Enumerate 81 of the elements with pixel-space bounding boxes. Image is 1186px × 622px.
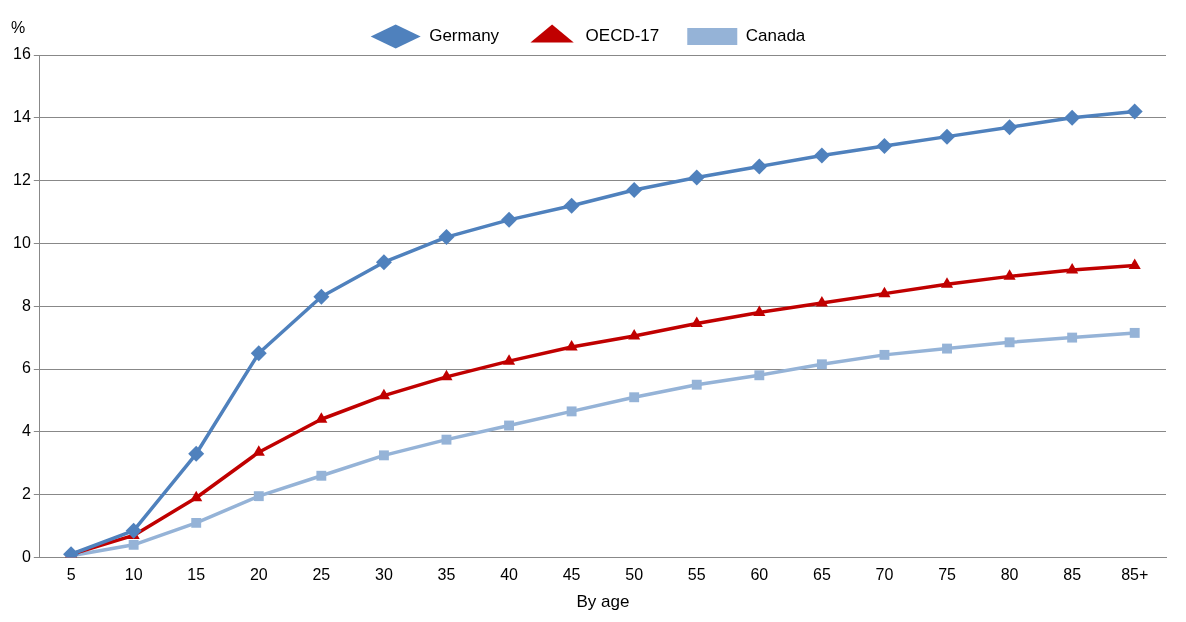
point <box>125 522 142 539</box>
x-tick-label: 25 <box>312 566 331 584</box>
x-tick-label: 35 <box>437 566 456 584</box>
y-axis-title: % <box>10 19 26 37</box>
y-tick-label: 2 <box>21 485 31 503</box>
point <box>691 379 702 390</box>
y-tick-label: 4 <box>21 422 31 440</box>
x-tick-label: 85+ <box>1121 566 1149 584</box>
x-tick-label: 60 <box>750 566 769 584</box>
x-tick-label: 80 <box>1000 566 1019 584</box>
point <box>375 254 392 271</box>
point <box>879 349 890 360</box>
y-tick-label: 12 <box>13 171 31 189</box>
x-tick-label: 20 <box>249 566 268 584</box>
point <box>1126 103 1143 120</box>
point <box>504 420 514 431</box>
y-tick-label: 6 <box>21 359 31 377</box>
legend-label: Germany <box>429 26 500 46</box>
point <box>753 305 766 316</box>
point <box>250 345 267 362</box>
x-tick-label: 75 <box>938 566 957 584</box>
x-tick-label: 10 <box>124 566 143 584</box>
point <box>563 197 580 214</box>
point <box>626 182 643 199</box>
point <box>1003 269 1016 280</box>
point <box>377 388 390 400</box>
point <box>1004 337 1015 348</box>
point <box>188 445 205 462</box>
point <box>816 359 827 370</box>
point <box>878 286 891 298</box>
legend-label: OECD-17 <box>585 26 660 46</box>
point <box>1066 263 1079 274</box>
y-tick-label: 0 <box>21 547 31 565</box>
point <box>754 370 765 381</box>
point <box>440 369 453 381</box>
point <box>565 340 578 351</box>
point <box>501 211 518 228</box>
x-tick-label: 45 <box>562 566 581 584</box>
point <box>1001 119 1018 136</box>
point <box>502 354 516 365</box>
y-tick-label: 16 <box>13 45 31 63</box>
x-tick-label: 85 <box>1063 566 1082 584</box>
point <box>566 406 577 417</box>
point <box>191 517 202 528</box>
point <box>1129 327 1140 338</box>
x-axis-title: By age <box>576 592 630 612</box>
point <box>942 343 952 354</box>
x-tick-label: 30 <box>375 566 393 584</box>
point <box>1064 109 1081 126</box>
point <box>628 329 641 340</box>
point <box>688 169 705 186</box>
point <box>378 450 389 461</box>
point <box>940 277 954 288</box>
point <box>876 138 893 155</box>
point <box>813 147 830 164</box>
x-tick-label: 50 <box>625 566 644 584</box>
point <box>253 491 264 502</box>
point <box>190 490 203 502</box>
point <box>252 445 265 456</box>
x-tick-label: 65 <box>812 566 831 584</box>
legend-label: Canada <box>745 26 806 46</box>
point <box>1128 258 1141 269</box>
y-tick-label: 10 <box>13 233 31 251</box>
y-tick-label: 14 <box>13 108 31 126</box>
point <box>690 316 703 327</box>
x-tick-label: 5 <box>66 566 76 584</box>
point <box>939 128 956 145</box>
point <box>438 229 455 246</box>
x-tick-label: 40 <box>500 566 519 584</box>
point <box>1067 332 1078 343</box>
x-tick-label: 70 <box>875 566 894 584</box>
point <box>441 434 452 445</box>
x-tick-label: 55 <box>687 566 706 584</box>
y-tick-label: 8 <box>21 296 31 314</box>
x-tick-label: 15 <box>187 566 206 584</box>
point <box>815 296 828 307</box>
point <box>629 392 640 403</box>
point <box>128 539 139 550</box>
point <box>751 158 768 175</box>
point <box>316 470 327 481</box>
point <box>313 288 330 305</box>
